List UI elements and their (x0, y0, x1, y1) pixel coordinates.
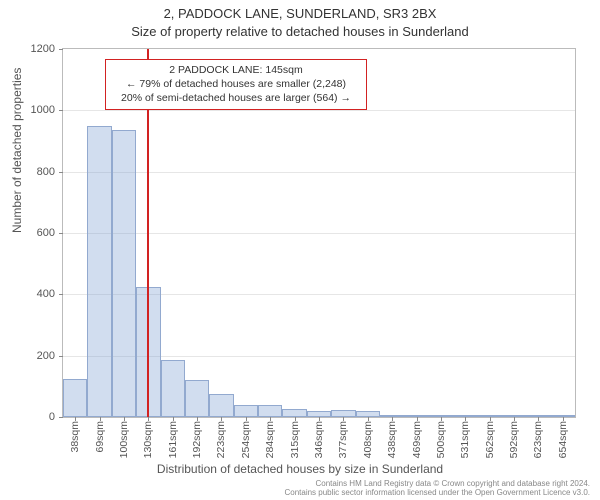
footer-line1: Contains HM Land Registry data © Crown c… (284, 479, 590, 489)
y-tick (59, 417, 63, 418)
x-tick-label: 69sqm (94, 417, 106, 453)
x-tick-label: 562sqm (484, 417, 496, 458)
y-tick (59, 172, 63, 173)
x-tick-label: 623sqm (532, 417, 544, 458)
x-tick-label: 408sqm (362, 417, 374, 458)
x-tick-label: 315sqm (289, 417, 301, 458)
y-tick-label: 200 (37, 350, 55, 362)
histogram-bar (63, 379, 87, 417)
histogram-bar (185, 380, 209, 417)
x-tick-label: 161sqm (167, 417, 179, 458)
y-tick (59, 233, 63, 234)
marker-callout: 2 PADDOCK LANE: 145sqm← 79% of detached … (105, 59, 367, 110)
histogram-bar (331, 410, 355, 417)
page-title-line2: Size of property relative to detached ho… (0, 24, 600, 39)
y-axis-title: Number of detached properties (10, 68, 24, 233)
chart-container: 2, PADDOCK LANE, SUNDERLAND, SR3 2BX Siz… (0, 0, 600, 500)
y-tick (59, 294, 63, 295)
x-tick-label: 346sqm (313, 417, 325, 458)
callout-line: ← 79% of detached houses are smaller (2,… (112, 77, 360, 91)
y-tick-label: 1000 (31, 104, 55, 116)
x-tick-label: 377sqm (337, 417, 349, 458)
y-tick-label: 800 (37, 166, 55, 178)
y-tick-label: 0 (49, 411, 55, 423)
footer-line2: Contains public sector information licen… (284, 488, 590, 498)
x-tick-label: 100sqm (118, 417, 130, 458)
histogram-bar (209, 394, 233, 417)
histogram-bar (87, 126, 111, 417)
callout-line: 2 PADDOCK LANE: 145sqm (112, 63, 360, 77)
x-tick-label: 531sqm (459, 417, 471, 458)
callout-line: 20% of semi-detached houses are larger (… (112, 91, 360, 105)
histogram-bar (258, 405, 282, 417)
x-tick-label: 130sqm (142, 417, 154, 458)
gridline-h (63, 172, 575, 173)
y-tick (59, 49, 63, 50)
page-title-line1: 2, PADDOCK LANE, SUNDERLAND, SR3 2BX (0, 6, 600, 21)
x-tick-label: 500sqm (435, 417, 447, 458)
x-tick-label: 592sqm (508, 417, 520, 458)
x-tick-label: 38sqm (69, 417, 81, 453)
y-tick-label: 400 (37, 288, 55, 300)
x-tick-label: 223sqm (215, 417, 227, 458)
y-tick-label: 1200 (31, 43, 55, 55)
gridline-h (63, 110, 575, 111)
x-tick-label: 654sqm (557, 417, 569, 458)
histogram-bar (234, 405, 258, 417)
x-tick-label: 438sqm (386, 417, 398, 458)
y-tick-label: 600 (37, 227, 55, 239)
x-axis-title: Distribution of detached houses by size … (0, 462, 600, 476)
histogram-bar (112, 130, 136, 417)
x-tick-label: 284sqm (264, 417, 276, 458)
x-tick-label: 192sqm (191, 417, 203, 458)
y-tick (59, 356, 63, 357)
footer-attribution: Contains HM Land Registry data © Crown c… (284, 479, 590, 498)
x-tick-label: 254sqm (240, 417, 252, 458)
histogram-bar (161, 360, 185, 417)
plot-area: 02004006008001000120038sqm69sqm100sqm130… (62, 48, 576, 418)
y-tick (59, 110, 63, 111)
gridline-h (63, 233, 575, 234)
histogram-bar (282, 409, 306, 417)
plot-inner: 02004006008001000120038sqm69sqm100sqm130… (63, 49, 575, 417)
x-tick-label: 469sqm (411, 417, 423, 458)
